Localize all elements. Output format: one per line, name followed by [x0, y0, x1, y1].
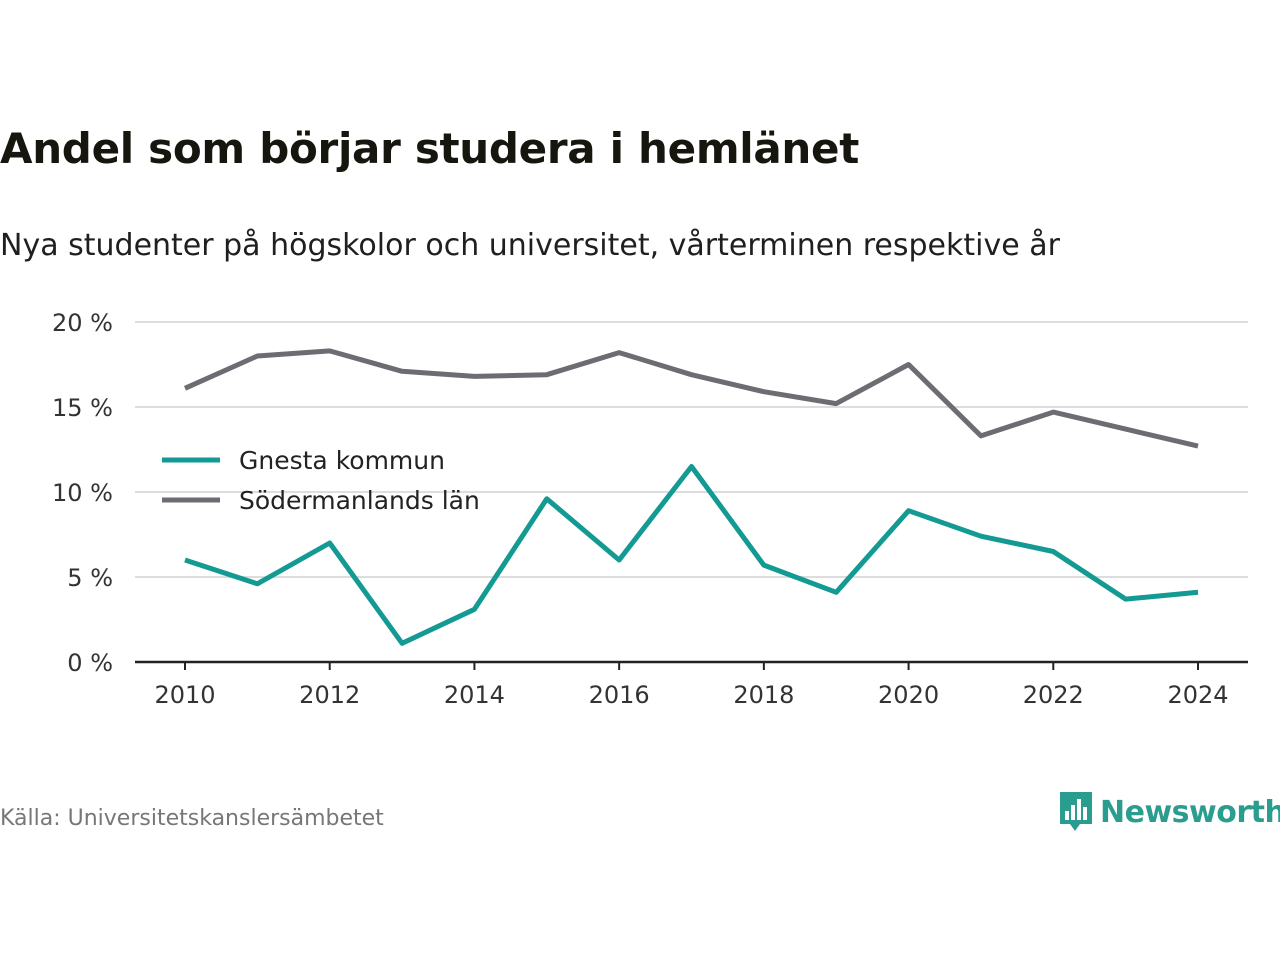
brand-name: Newsworthy: [1100, 794, 1280, 830]
legend-item-sodermanland-label: Södermanlands län: [239, 486, 480, 515]
y-tick-label: 0 %: [67, 649, 113, 677]
newsworthy-logo-icon: [1060, 792, 1092, 831]
x-tick-label: 2018: [733, 681, 794, 709]
legend-item-gnesta-label: Gnesta kommun: [239, 446, 445, 475]
y-tick-label: 10 %: [52, 479, 113, 507]
x-tick-label: 2024: [1167, 681, 1228, 709]
x-tick-label: 2010: [154, 681, 215, 709]
line-chart: 0 % 5 % 10 % 15 % 20 % 2010 2012 2014 2016 2018 2…: [52, 309, 1248, 709]
y-tick-label: 20 %: [52, 309, 113, 337]
y-tick-label: 5 %: [67, 564, 113, 592]
y-tick-label: 15 %: [52, 394, 113, 422]
x-tick-label: 2012: [299, 681, 360, 709]
x-tick-label: 2016: [589, 681, 650, 709]
chart-subtitle: Nya studenter på högskolor och universit…: [0, 228, 1060, 263]
x-tick-label: 2022: [1023, 681, 1084, 709]
newsworthy-logo: Newsworthy: [1058, 790, 1280, 834]
x-tick-label: 2014: [444, 681, 505, 709]
source-note: Källa: Universitetskanslersämbetet: [0, 806, 384, 831]
gnesta-line: [184, 464, 1199, 646]
chart-title: Andel som börjar studera i hemlänet: [0, 124, 859, 173]
x-tick-label: 2020: [878, 681, 939, 709]
sodermanland-line: [183, 348, 1199, 449]
